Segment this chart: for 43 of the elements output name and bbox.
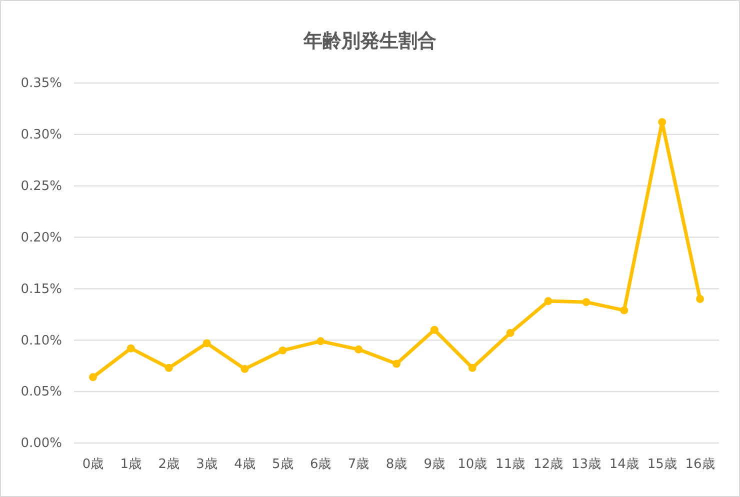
- point: [506, 328, 514, 337]
- point: [126, 344, 135, 352]
- x-tick-label: 12歳: [533, 457, 564, 472]
- x-tick-label: 3歳: [196, 457, 218, 472]
- x-tick-label: 9歳: [424, 457, 446, 472]
- point: [696, 295, 704, 303]
- x-tick-label: 16歳: [685, 457, 715, 472]
- x-tick-label: 11歳: [496, 457, 526, 472]
- y-tick-label: 0.15%: [20, 282, 62, 297]
- point: [468, 364, 476, 372]
- point: [544, 297, 552, 306]
- point: [88, 373, 97, 382]
- point: [316, 337, 325, 346]
- y-tick-label: 0.25%: [20, 179, 62, 194]
- point: [164, 364, 173, 372]
- point: [430, 326, 438, 334]
- point: [240, 364, 249, 373]
- point: [658, 118, 666, 126]
- x-tick-label: 13歳: [571, 457, 601, 472]
- x-tick-label: 1歳: [120, 457, 142, 472]
- x-tick-label: 7歳: [348, 457, 370, 472]
- point: [582, 298, 590, 306]
- x-tick-label: 10歳: [458, 457, 488, 472]
- chart-title: 年齢別発生割合: [302, 30, 436, 52]
- point: [202, 339, 211, 348]
- y-tick-label: 0.05%: [20, 384, 62, 400]
- point: [392, 360, 400, 368]
- y-tick-label: 0.30%: [20, 128, 62, 143]
- x-tick-label: 14歳: [609, 457, 639, 472]
- y-tick-label: 0.10%: [20, 333, 62, 348]
- point: [620, 306, 628, 314]
- x-tick-label: 2歳: [158, 457, 180, 472]
- point: [354, 345, 363, 354]
- y-tick-label: 0.35%: [20, 76, 62, 92]
- y-tick-label: 0.00%: [20, 436, 62, 452]
- x-tick-label: 5歳: [272, 457, 294, 472]
- x-tick-label: 0歳: [82, 457, 104, 472]
- y-tick-label: 0.20%: [20, 230, 62, 246]
- x-tick-label: 4歳: [234, 457, 256, 472]
- x-tick-label: 8歳: [386, 457, 408, 472]
- point: [278, 346, 287, 354]
- x-tick-label: 6歳: [310, 457, 332, 472]
- x-tick-label: 15歳: [647, 457, 677, 472]
